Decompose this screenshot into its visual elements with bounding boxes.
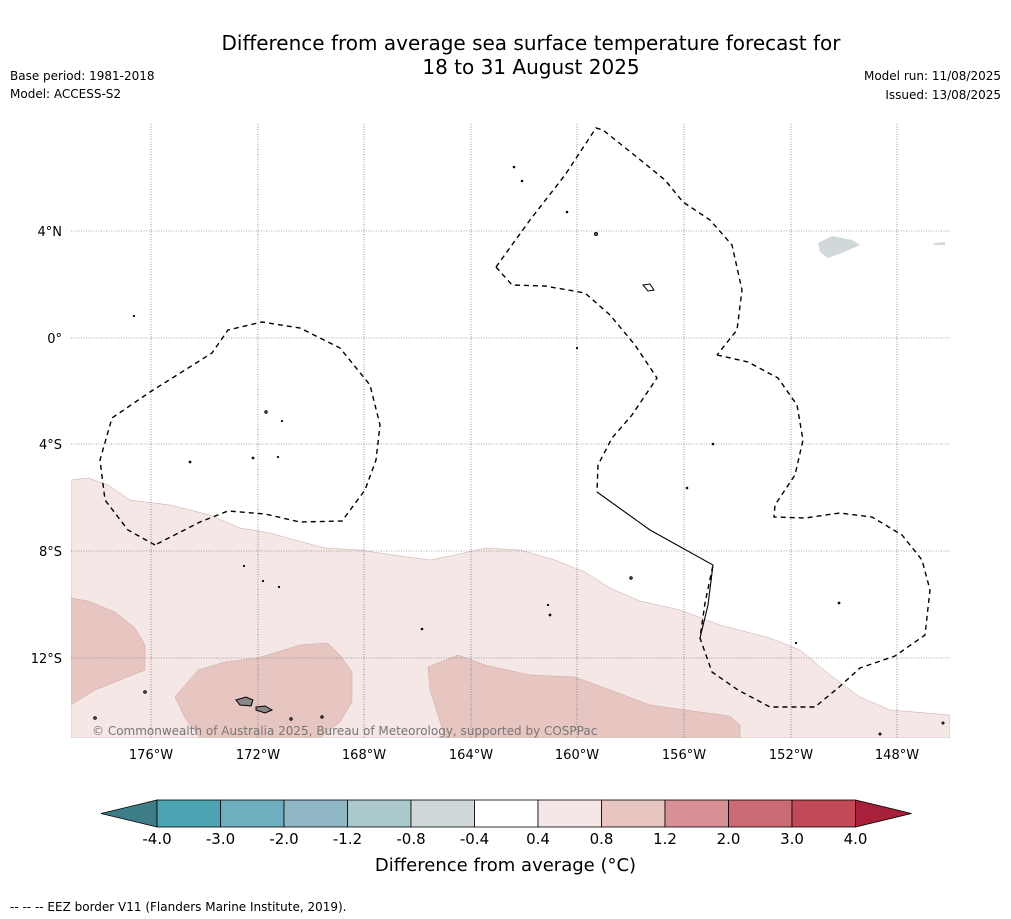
- colorbar-segment: [664, 799, 729, 828]
- island-8: [188, 460, 192, 464]
- island-3: [520, 179, 524, 183]
- island-14: [629, 576, 633, 580]
- colorbar-tick-label: 0.8: [590, 830, 614, 848]
- lon-label-164w: 164°W: [449, 748, 493, 763]
- lon-label-152w: 152°W: [769, 748, 813, 763]
- colorbar-segment: [474, 799, 539, 828]
- island-samoa-upolu: [255, 705, 274, 714]
- colorbar-tick-label: -0.4: [460, 830, 489, 848]
- map-title: Difference from average sea surface temp…: [181, 31, 881, 79]
- lat-label-0: 0°: [47, 332, 62, 347]
- model-run: Model run: 11/08/2025: [863, 69, 1001, 83]
- colorbar-title: Difference from average (°C): [0, 855, 1011, 876]
- eez-legend: -- -- -- EEZ border V11 (Flanders Marine…: [10, 900, 347, 914]
- lon-label-148w: 148°W: [875, 748, 919, 763]
- anomaly-region-cool-north: [818, 236, 860, 258]
- colorbar-tick-label: 4.0: [844, 830, 868, 848]
- colorbar-segment: [283, 799, 348, 828]
- lon-label-168w: 168°W: [342, 748, 386, 763]
- island-11: [575, 346, 579, 350]
- colorbar-tick-label: 0.4: [526, 830, 550, 848]
- colorbar-segment: [537, 799, 602, 828]
- island-18: [242, 564, 246, 568]
- island-24: [320, 715, 324, 719]
- island-22: [93, 716, 97, 720]
- model-name: Model: ACCESS-S2: [10, 87, 122, 101]
- colorbar-tick-label: -1.2: [333, 830, 362, 848]
- lon-label-176w: 176°W: [129, 748, 173, 763]
- island-16: [548, 613, 552, 617]
- island-1: [594, 232, 598, 236]
- eez-borders: [99, 127, 931, 708]
- colorbar-tick-label: 3.0: [780, 830, 804, 848]
- title-line-2: 18 to 31 August 2025: [422, 55, 640, 79]
- island-15: [546, 603, 550, 607]
- latitude-labels: 4°N 0° 4°S 8°S 12°S: [31, 225, 62, 667]
- colorbar-segment: [791, 799, 856, 828]
- lon-label-172w: 172°W: [236, 748, 280, 763]
- colorbar-segment: [728, 799, 793, 828]
- island-12: [711, 442, 715, 446]
- anomaly-region-cool-east: [933, 242, 945, 245]
- colorbar-tick-label: 1.2: [653, 830, 677, 848]
- island-13: [685, 486, 689, 490]
- eez-border-kiribati-inner: [495, 266, 658, 493]
- colorbar-extend-low: [100, 799, 158, 828]
- island-9: [251, 456, 255, 460]
- longitude-labels: 176°W 172°W 168°W 164°W 160°W 156°W 152°…: [129, 748, 919, 763]
- island-10: [276, 455, 280, 459]
- lon-label-160w: 160°W: [555, 748, 599, 763]
- lat-label-4s: 4°S: [39, 438, 62, 453]
- colorbar-segment: [220, 799, 285, 828]
- anomaly-fill-layer: [71, 236, 950, 738]
- eez-border-kiribati-north: [495, 127, 743, 356]
- colorbar-segment: [156, 799, 221, 828]
- island-19: [261, 579, 265, 583]
- island-5: [132, 314, 136, 318]
- colorbar-segment: [410, 799, 475, 828]
- base-period: Base period: 1981-2018: [10, 69, 155, 83]
- colorbar-tick-label: -4.0: [142, 830, 171, 848]
- island-7: [280, 419, 284, 423]
- island-26: [794, 641, 798, 645]
- island-samoa-savaii: [235, 696, 254, 707]
- island-6: [264, 410, 268, 414]
- graticule: [71, 124, 950, 738]
- lon-label-156w: 156°W: [662, 748, 706, 763]
- colorbar-tick-label: -0.8: [396, 830, 425, 848]
- island-20: [277, 585, 281, 589]
- colorbar-tick-label: -3.0: [206, 830, 235, 848]
- anomaly-region-samoa: [174, 642, 353, 738]
- colorbar-segment: [601, 799, 666, 828]
- island-2: [512, 165, 516, 169]
- colorbar-extend-high: [855, 799, 912, 828]
- lat-label-12s: 12°S: [31, 652, 62, 667]
- map-copyright: © Commonwealth of Australia 2025, Bureau…: [92, 724, 597, 738]
- colorbar-tick-label: 2.0: [717, 830, 741, 848]
- anomaly-region-west: [71, 597, 146, 706]
- island-23: [289, 717, 293, 721]
- island-kiritimati: [642, 283, 655, 292]
- colorbar-tick-label: -2.0: [269, 830, 298, 848]
- issued-date: Issued: 13/08/2025: [885, 88, 1001, 102]
- anomaly-region-central: [427, 654, 741, 738]
- eez-border-solid-segment: [596, 491, 714, 639]
- island-4: [565, 210, 569, 214]
- colorbar-title-text: Difference from average (°C): [374, 855, 637, 876]
- island-17: [420, 627, 424, 631]
- eez-border-tokelau: [99, 321, 381, 546]
- lat-label-4n: 4°N: [38, 225, 63, 240]
- island-28: [941, 721, 945, 725]
- island-27: [878, 732, 882, 736]
- lat-label-8s: 8°S: [39, 545, 62, 560]
- islands: [93, 165, 945, 736]
- title-line-1: Difference from average sea surface temp…: [221, 31, 841, 55]
- colorbar-segment: [347, 799, 412, 828]
- colorbar: -4.0 -3.0 -2.0 -1.2 -0.8 -0.4 0.4 0.8 1.2 2.0 3.0 4…: [100, 799, 912, 848]
- island-21: [143, 690, 147, 694]
- island-25: [837, 601, 841, 605]
